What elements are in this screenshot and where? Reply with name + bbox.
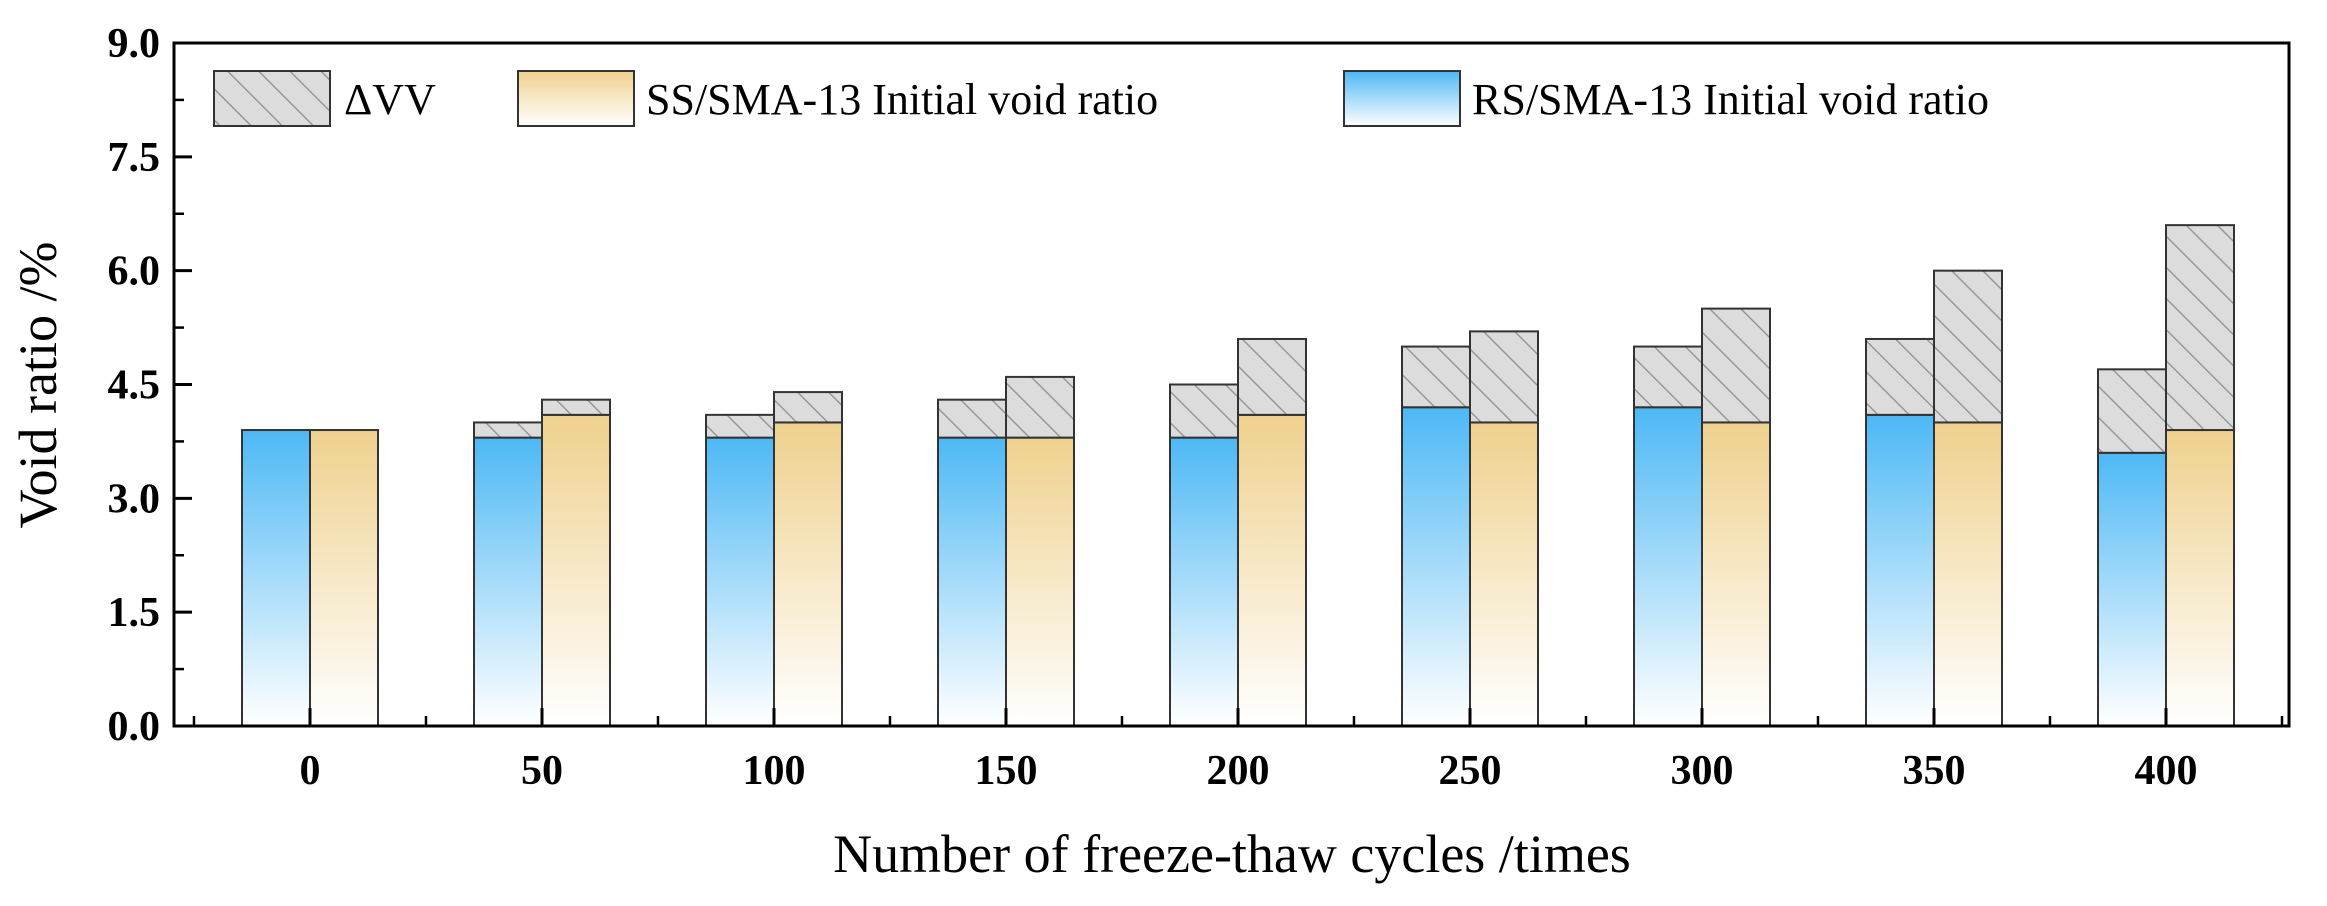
ss-initial-bar xyxy=(309,429,379,727)
rs-initial-bar xyxy=(241,429,311,727)
rs-delta-vv-bar xyxy=(1169,383,1239,439)
rs-initial-bar xyxy=(1633,406,1703,727)
legend-swatch-ss xyxy=(517,70,635,127)
ss-initial-bar xyxy=(1237,413,1307,727)
x-axis: 0 50 100 150 200 250 300 350 400 xyxy=(192,708,2284,794)
legend-label-delta-vv: ΔVV xyxy=(344,75,436,124)
ss-delta-vv-bar xyxy=(541,398,611,416)
y-axis: 0.0 1.5 3.0 4.5 6.0 7.5 9.0 xyxy=(108,21,192,750)
rs-delta-vv-bar xyxy=(1633,345,1703,409)
x-tick-label: 300 xyxy=(1671,748,1734,794)
rs-delta-vv-bar xyxy=(1865,337,1935,416)
y-tick-label: 9.0 xyxy=(108,21,161,67)
rs-initial-bar xyxy=(1169,436,1239,727)
x-tick-label: 100 xyxy=(743,748,806,794)
y-tick-label: 7.5 xyxy=(108,135,161,181)
ss-initial-bar xyxy=(2165,429,2235,727)
bars xyxy=(241,224,2235,727)
rs-delta-vv-bar xyxy=(1401,345,1471,409)
y-tick-label: 4.5 xyxy=(108,363,161,409)
legend-item-ss: SS/SMA-13 Initial void ratio xyxy=(517,70,1158,127)
rs-initial-bar xyxy=(1865,413,1935,727)
rs-initial-bar xyxy=(473,436,543,727)
y-tick-label: 3.0 xyxy=(108,476,161,522)
ss-initial-bar xyxy=(1469,421,1539,727)
y-tick-label: 1.5 xyxy=(108,590,161,636)
ss-delta-vv-bar xyxy=(1469,330,1539,424)
ss-delta-vv-bar xyxy=(2165,224,2235,432)
rs-initial-bar xyxy=(937,436,1007,727)
x-axis-title: Number of freeze-thaw cycles /times xyxy=(833,824,1631,884)
x-tick-label: 50 xyxy=(521,748,563,794)
x-tick-label: 200 xyxy=(1207,748,1270,794)
ss-initial-bar xyxy=(1005,436,1075,727)
y-axis-title: Void ratio /% xyxy=(8,242,68,529)
rs-delta-vv-bar xyxy=(705,413,775,439)
legend-swatch-delta-vv xyxy=(213,70,331,127)
x-tick-label: 0 xyxy=(300,748,321,794)
rs-initial-bar xyxy=(705,436,775,727)
legend-item-delta-vv: ΔVV xyxy=(213,70,436,127)
ss-initial-bar xyxy=(773,421,843,727)
rs-initial-bar xyxy=(1401,406,1471,727)
legend: ΔVV SS/SMA-13 Initial void ratio RS/SMA-… xyxy=(213,70,1989,127)
ss-initial-bar xyxy=(1701,421,1771,727)
rs-delta-vv-bar xyxy=(473,421,543,439)
legend-label-ss: SS/SMA-13 Initial void ratio xyxy=(646,75,1158,124)
legend-item-rs: RS/SMA-13 Initial void ratio xyxy=(1343,70,1989,127)
x-tick-label: 250 xyxy=(1439,748,1502,794)
x-tick-label: 350 xyxy=(1903,748,1966,794)
y-tick-label: 6.0 xyxy=(108,249,161,295)
ss-delta-vv-bar xyxy=(1701,307,1771,424)
legend-label-rs: RS/SMA-13 Initial void ratio xyxy=(1472,75,1989,124)
ss-delta-vv-bar xyxy=(1005,375,1075,439)
x-tick-label: 150 xyxy=(975,748,1038,794)
rs-delta-vv-bar xyxy=(2097,368,2167,454)
rs-initial-bar xyxy=(2097,451,2167,727)
rs-delta-vv-bar xyxy=(937,398,1007,439)
x-tick-label: 400 xyxy=(2135,748,2198,794)
y-tick-label: 0.0 xyxy=(108,704,161,750)
ss-delta-vv-bar xyxy=(773,391,843,424)
ss-delta-vv-bar xyxy=(1237,337,1307,416)
ss-delta-vv-bar xyxy=(1933,269,2003,424)
ss-initial-bar xyxy=(541,413,611,727)
ss-initial-bar xyxy=(1933,421,2003,727)
legend-swatch-rs xyxy=(1343,70,1461,127)
